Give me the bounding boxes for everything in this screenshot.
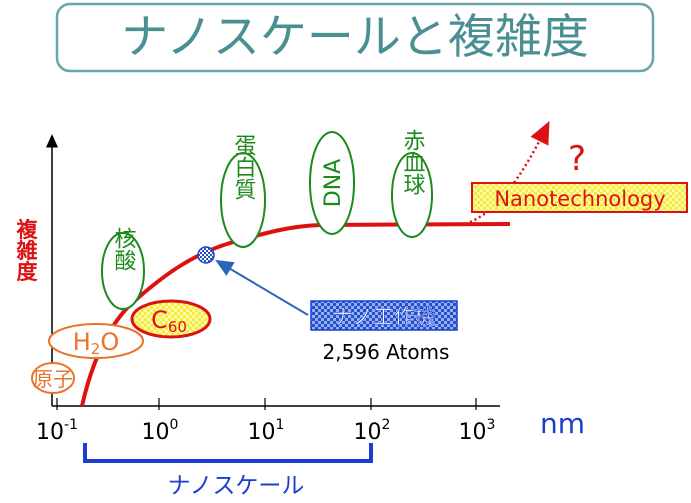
atoms-count-label: 2,596 Atoms <box>323 340 450 364</box>
red-blood-cell-label: 赤血球 <box>400 129 426 195</box>
nano-machine-pointer <box>215 259 309 316</box>
tick-label-2: 101 <box>248 417 285 445</box>
tick-label-4: 103 <box>459 417 496 445</box>
atom-ellipse <box>31 362 75 394</box>
c60-label: C60 <box>151 306 187 336</box>
tick-label-0: 10-1 <box>36 417 78 445</box>
tick-label-3: 102 <box>354 417 391 445</box>
title-box <box>55 2 655 73</box>
atom-label: 原子 <box>33 367 73 391</box>
nanoscale-label: ナノスケール <box>168 473 305 499</box>
nucleic-acid-label: 核酸 <box>111 227 137 271</box>
dna-label: DNA <box>321 159 346 207</box>
h2o-label: H2O <box>73 328 119 358</box>
tick-label-1: 100 <box>142 417 179 445</box>
c60-ellipse <box>130 299 212 339</box>
nanotechnology-box <box>471 182 688 213</box>
nano-machine-box <box>310 300 458 331</box>
nano-machine-point <box>197 246 215 264</box>
unit-label: nm <box>540 407 585 440</box>
nano-machine-label: ナノ工作機 <box>332 305 436 329</box>
title-text: ナノスケールと複雑度 <box>121 10 589 65</box>
x-axis-ticks <box>56 398 477 410</box>
question-mark: ? <box>568 139 586 179</box>
red-blood-cell-ellipse <box>391 152 433 238</box>
protein-label: 蛋白質 <box>231 134 257 200</box>
h2o-ellipse <box>48 323 144 359</box>
nanotechnology-label: Nanotechnology <box>494 187 665 211</box>
dna-ellipse <box>309 131 355 235</box>
protein-ellipse <box>220 152 266 248</box>
nucleic-acid-ellipse <box>101 232 145 310</box>
y-axis-label: 複雑度 <box>14 218 39 283</box>
nanoscale-bracket <box>83 443 373 463</box>
